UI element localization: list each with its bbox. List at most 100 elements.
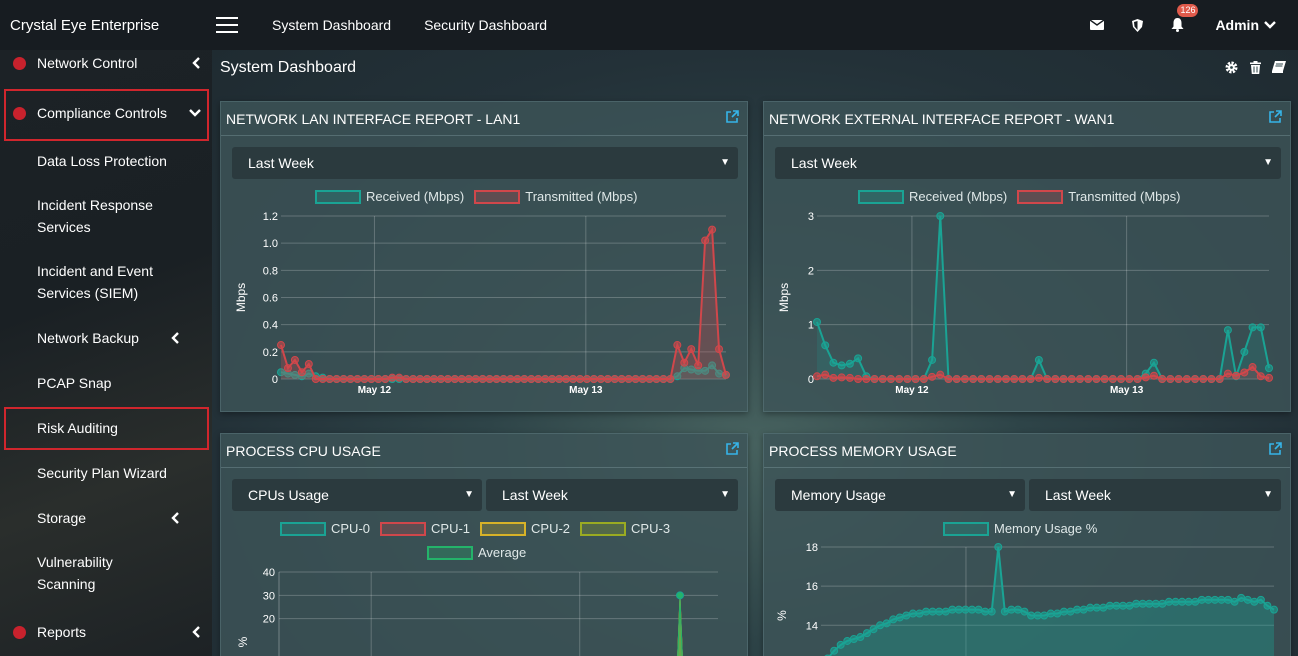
legend-swatch-received[interactable] [858, 189, 904, 204]
book-icon[interactable] [1272, 60, 1286, 74]
data-point [374, 375, 383, 383]
sidebar-item-reports[interactable]: Reports [0, 621, 212, 643]
data-point [1132, 599, 1141, 608]
lan-chart: 0 0.2 0.4 0.6 0.8 1.0 1.2 May 12 May 13 Mbps [234, 211, 730, 396]
legend-label-transmitted[interactable]: Transmitted (Mbps) [525, 189, 638, 204]
sidebar-item-risk-auditing[interactable]: Risk Auditing [0, 417, 212, 439]
selected-value: Last Week [502, 487, 568, 503]
sidebar-item-compliance-controls[interactable]: Compliance Controls [0, 102, 212, 124]
mail-icon[interactable] [1089, 17, 1105, 33]
legend-label-cpu2[interactable]: CPU-2 [531, 521, 571, 536]
data-point [596, 375, 605, 383]
app-title[interactable]: Crystal Eye Enterprise [10, 16, 160, 34]
legend-swatch-memory[interactable] [943, 521, 989, 536]
memory-metric-select[interactable]: Memory Usage ▼ [775, 479, 1025, 511]
user-menu[interactable]: Admin [1215, 17, 1276, 33]
external-link-icon[interactable] [1269, 110, 1282, 123]
sidebar-item-vulnerability-scanning[interactable]: Vulnerability Scanning [0, 551, 212, 595]
external-link-icon[interactable] [726, 110, 739, 123]
data-point [1197, 595, 1206, 604]
wan-legend: Received (Mbps) Transmitted (Mbps) [858, 189, 1180, 204]
data-point [1166, 375, 1175, 383]
data-point [993, 375, 1002, 383]
legend-swatch-average[interactable] [427, 545, 473, 560]
data-point [1059, 375, 1068, 383]
data-point [1230, 597, 1239, 606]
legend-swatch-cpu1[interactable] [380, 521, 427, 536]
legend-label-average[interactable]: Average [478, 545, 527, 560]
cpu-metric-select[interactable]: CPUs Usage ▼ [232, 479, 482, 511]
data-point [395, 373, 404, 382]
sidebar-item-network-backup[interactable]: Network Backup [0, 327, 212, 349]
data-point [1256, 595, 1265, 604]
caret-down-icon: ▼ [720, 157, 730, 168]
data-point [589, 375, 598, 383]
legend-label-cpu3[interactable]: CPU-3 [631, 521, 671, 536]
data-point [936, 212, 945, 220]
legend-swatch-received[interactable] [315, 189, 361, 204]
legend-swatch-transmitted[interactable] [1017, 189, 1064, 204]
data-point [402, 375, 411, 383]
data-point [332, 375, 341, 383]
legend-label-received[interactable]: Received (Mbps) [909, 189, 1008, 204]
nav-security-dashboard[interactable]: Security Dashboard [424, 17, 548, 33]
data-point [1125, 375, 1134, 383]
data-point [311, 375, 320, 383]
wan-range-select[interactable]: Last Week ▼ [775, 147, 1281, 179]
data-point [687, 345, 696, 354]
legend-swatch-cpu3[interactable] [580, 521, 627, 536]
data-point [416, 375, 425, 383]
lan-range-select[interactable]: Last Week ▼ [232, 147, 738, 179]
data-point [1092, 603, 1101, 612]
legend-label-received[interactable]: Received (Mbps) [366, 189, 465, 204]
bell-icon[interactable]: 126 [1169, 4, 1199, 33]
sidebar-item-siem[interactable]: Incident and Event Services (SIEM) [0, 260, 212, 304]
sidebar-item-security-plan-wizard[interactable]: Security Plan Wizard [0, 462, 212, 484]
data-point [856, 633, 865, 642]
menu-toggle-icon[interactable] [216, 17, 238, 33]
shield-icon[interactable] [1129, 17, 1145, 33]
data-point [708, 361, 717, 370]
series-area-1 [817, 367, 1269, 379]
sidebar-item-data-loss-protection[interactable]: Data Loss Protection [0, 150, 212, 172]
caret-down-icon: ▼ [720, 489, 730, 500]
legend-swatch-cpu0[interactable] [280, 521, 326, 536]
data-point [283, 364, 292, 373]
gear-icon[interactable] [1224, 60, 1238, 74]
data-point [813, 317, 821, 326]
reports-icon [13, 626, 26, 639]
dashboard-actions [1214, 60, 1286, 74]
trash-icon[interactable] [1248, 60, 1262, 74]
data-point [701, 366, 710, 375]
wan-chart: 0 1 2 3 May 12 May 13 Mbps [777, 211, 1273, 396]
cpu-range-select[interactable]: Last Week ▼ [486, 479, 738, 511]
memory-legend: Memory Usage % [943, 521, 1097, 536]
legend-label-memory[interactable]: Memory Usage % [994, 521, 1098, 536]
nav-system-dashboard[interactable]: System Dashboard [272, 17, 392, 33]
data-point [1092, 375, 1101, 383]
data-point [845, 359, 854, 368]
data-point [513, 375, 522, 383]
sidebar-item-incident-response[interactable]: Incident Response Services [0, 194, 212, 238]
data-point [722, 370, 730, 379]
legend-swatch-transmitted[interactable] [474, 189, 521, 204]
data-point [1141, 373, 1150, 382]
sidebar-item-pcap-snap[interactable]: PCAP Snap [0, 372, 212, 394]
legend-swatch-cpu2[interactable] [480, 521, 527, 536]
data-point [1191, 375, 1200, 383]
data-point [837, 361, 846, 370]
notification-badge: 126 [1177, 4, 1199, 17]
data-point [1138, 599, 1147, 608]
sidebar-item-network-control[interactable]: Network Control [0, 52, 212, 74]
data-point [935, 607, 944, 616]
sidebar-item-storage[interactable]: Storage [0, 507, 212, 529]
data-point [902, 611, 911, 620]
selected-value: Memory Usage [791, 487, 886, 503]
external-link-icon[interactable] [1269, 442, 1282, 455]
selected-value: CPUs Usage [248, 487, 329, 503]
legend-label-cpu1[interactable]: CPU-1 [431, 521, 471, 536]
legend-label-transmitted[interactable]: Transmitted (Mbps) [1068, 189, 1181, 204]
external-link-icon[interactable] [726, 442, 739, 455]
memory-range-select[interactable]: Last Week ▼ [1029, 479, 1281, 511]
legend-label-cpu0[interactable]: CPU-0 [331, 521, 371, 536]
